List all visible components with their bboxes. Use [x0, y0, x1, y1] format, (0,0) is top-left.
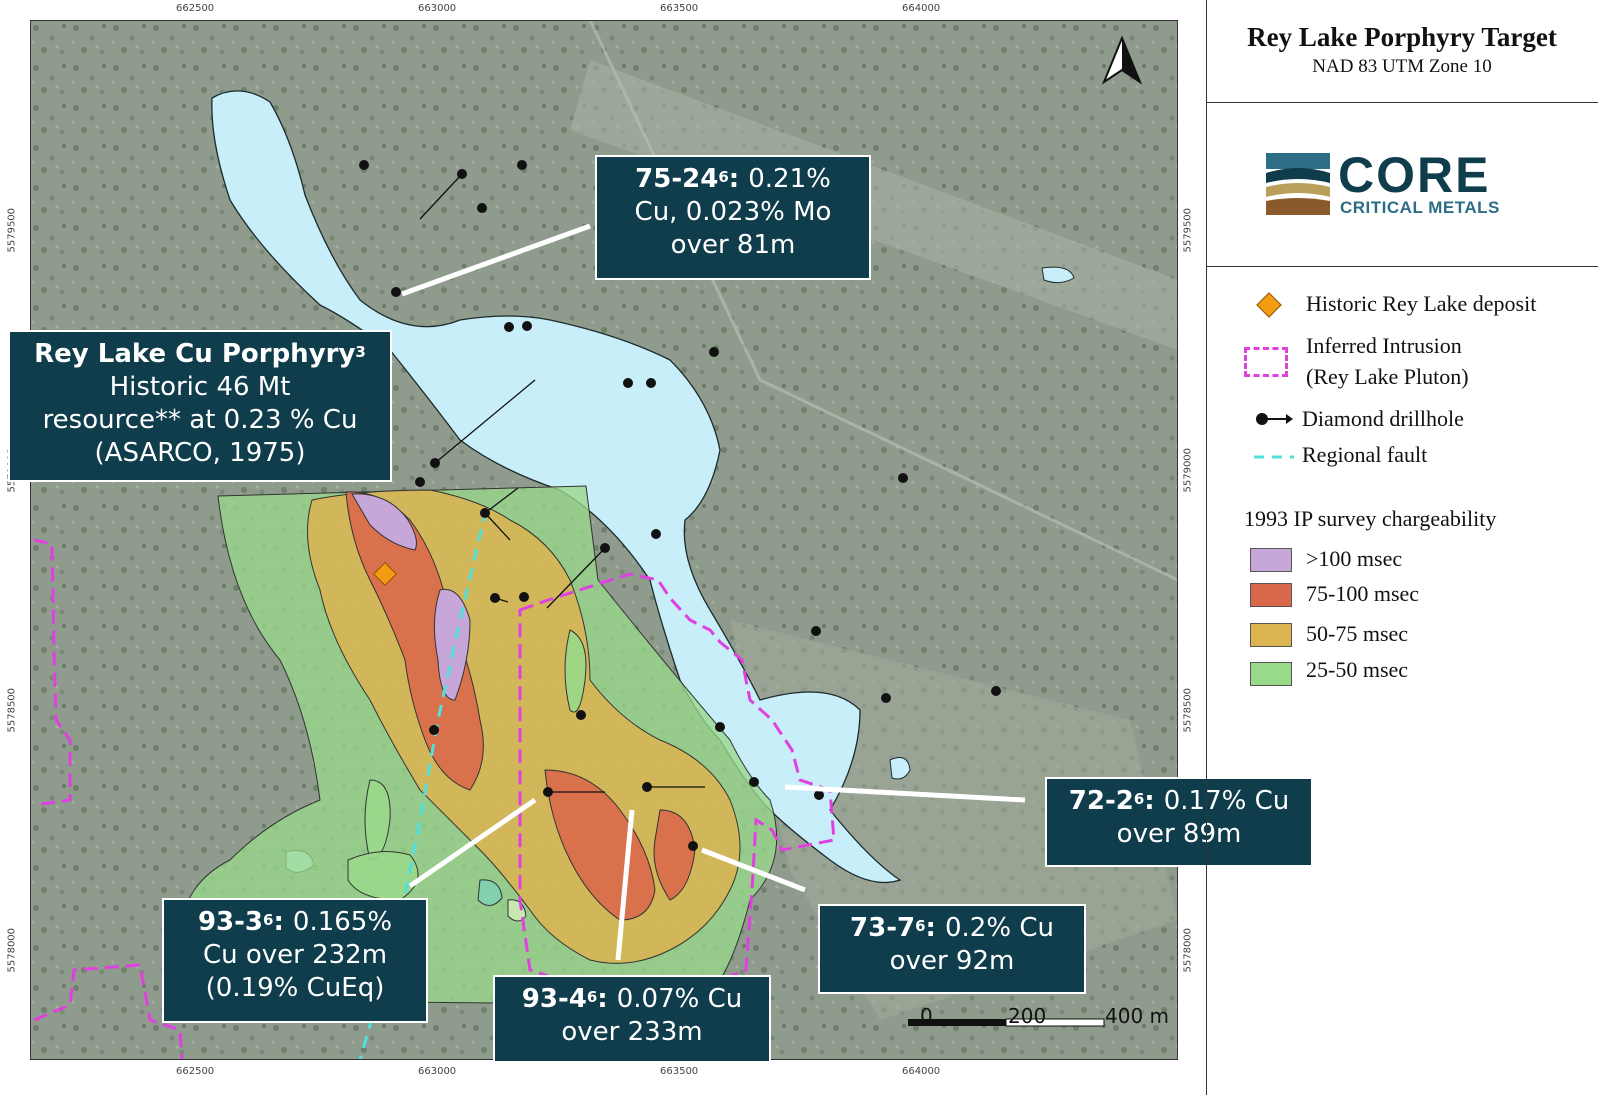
easting-tick: 663000 [418, 3, 457, 14]
callout-leaders [401, 223, 1026, 961]
hole-grade: 0.07% Cu [616, 984, 743, 1014]
northing-tick: 5578500 [1182, 687, 1194, 733]
callout-rey-lake: Rey Lake Cu Porphyry3 Historic 46 Mt res… [8, 330, 392, 482]
hole-sup: 6 [1133, 790, 1145, 808]
callout-sup: 3 [355, 343, 366, 361]
company-logo: CORE CRITICAL METALS [1266, 147, 1566, 220]
inferred-intrusion [518, 572, 836, 992]
easting-tick: 664000 [902, 3, 941, 14]
ip-label: 50-75 msec [1306, 621, 1409, 646]
map-subtitle: NAD 83 UTM Zone 10 [1312, 56, 1492, 77]
small-pond [1041, 266, 1075, 284]
legend-label-fault: Regional fault [1302, 442, 1428, 467]
ip-zone-25-50-inner [564, 629, 587, 713]
callout-line: over 89m [1116, 819, 1242, 849]
callout-title: Rey Lake Cu Porphyry [34, 339, 356, 369]
northing-tick: 5579000 [1182, 447, 1194, 493]
ip-label: >100 msec [1306, 546, 1403, 571]
easting-tick: 663000 [418, 1066, 457, 1077]
legend-panel [1206, 0, 1598, 1095]
callout-line: (ASARCO, 1975) [94, 438, 306, 468]
hole-id: 72-2 [1068, 786, 1134, 816]
callout-line: Cu over 232m [202, 940, 388, 970]
hole-id: 93-3 [197, 907, 264, 937]
ip-legend-heading: 1993 IP survey chargeability [1244, 506, 1497, 531]
easting-tick: 662500 [176, 3, 215, 14]
callout-line: resource** at 0.23 % Cu [42, 405, 358, 435]
hole-colon: : [597, 984, 617, 1014]
easting-tick: 662500 [176, 1066, 215, 1077]
hole-id: 73-7 [850, 913, 916, 943]
legend-divider [1206, 102, 1598, 103]
scale-label: 0 [920, 1004, 933, 1028]
callout-line: Cu, 0.023% Mo [634, 197, 832, 227]
drill-collars [359, 160, 1001, 851]
hole-sup: 6 [915, 917, 926, 935]
logo-name: CORE [1338, 147, 1491, 203]
ip-swatch-75-100 [1250, 583, 1292, 607]
callout-93-4: 93-46: 0.07% Cu over 233m [493, 975, 771, 1063]
hole-id: 75-24 [635, 164, 719, 194]
northing-tick: 5579500 [6, 207, 18, 253]
hole-grade: 0.165% [292, 907, 393, 937]
hole-id: 93-4 [521, 984, 587, 1014]
north-arrow-icon [1101, 35, 1143, 85]
callout-line: over 81m [670, 230, 796, 260]
hole-sup: 6 [263, 911, 274, 929]
easting-tick: 664000 [902, 1066, 941, 1077]
callout-line: Historic 46 Mt [109, 372, 291, 402]
legend-divider [1206, 266, 1598, 267]
easting-tick: 663500 [660, 1066, 699, 1077]
hole-colon: : [728, 164, 749, 194]
ip-zone-25-50-inner [477, 879, 503, 906]
magenta-dashed-box-icon [1244, 347, 1288, 377]
scale-label: 400 m [1105, 1004, 1170, 1028]
ip-zone-gt100 [351, 493, 417, 551]
ip-label: 75-100 msec [1306, 581, 1420, 606]
logo-tagline: CRITICAL METALS [1340, 198, 1500, 217]
callout-line: over 92m [889, 946, 1015, 976]
hole-sup: 6 [586, 988, 598, 1006]
callout-72-2: 72-26: 0.17% Cu over 89m [1045, 777, 1313, 867]
drillhole-arrow-icon [1256, 413, 1293, 425]
callout-73-7: 73-76: 0.2% Cu over 92m [818, 904, 1086, 994]
easting-tick: 663500 [660, 3, 699, 14]
legend-label-intrusion-line1: Inferred Intrusion [1306, 333, 1462, 358]
hole-colon: : [1144, 786, 1164, 816]
logo-mark-icon [1266, 153, 1330, 215]
ip-zone-75-100 [653, 809, 696, 901]
ip-swatch-50-75 [1250, 623, 1292, 647]
historic-deposit-icon [372, 561, 398, 587]
ip-label: 25-50 msec [1306, 657, 1409, 682]
scale-label: 200 [1008, 1004, 1047, 1028]
callout-line: (0.19% CuEq) [205, 973, 385, 1003]
drill-traces [419, 173, 705, 793]
hole-colon: : [273, 907, 293, 937]
legend-label-drillhole: Diamond drillhole [1302, 406, 1464, 431]
hole-colon: : [925, 913, 945, 943]
ip-swatch-25-50 [1250, 662, 1292, 686]
hole-grade: 0.2% Cu [945, 913, 1054, 943]
map-title: Rey Lake Porphyry Target [1247, 22, 1557, 52]
northing-tick: 5578000 [1182, 927, 1194, 973]
callout-75-24: 75-246: 0.21% Cu, 0.023% Mo over 81m [595, 155, 871, 280]
terrain-clearing [570, 60, 1178, 350]
ip-swatch-gt100 [1250, 548, 1292, 572]
hole-sup: 6 [718, 168, 729, 186]
scale-bar [908, 1018, 1105, 1027]
legend-label-intrusion-line2: (Rey Lake Pluton) [1306, 364, 1469, 389]
ip-zone-75-100 [345, 491, 484, 791]
northing-tick: 5579500 [1182, 207, 1194, 253]
hole-grade: 0.17% Cu [1163, 786, 1290, 816]
hole-grade: 0.21% [748, 164, 831, 194]
northing-tick: 5578500 [6, 687, 18, 733]
legend-label-historic-deposit: Historic Rey Lake deposit [1306, 291, 1537, 316]
small-pond [889, 757, 911, 780]
callout-93-3: 93-36: 0.165% Cu over 232m (0.19% CuEq) [162, 898, 428, 1023]
northing-tick: 5578000 [6, 927, 18, 973]
inferred-intrusion [33, 538, 72, 807]
terrain-road [588, 20, 1178, 582]
callout-line: over 233m [561, 1017, 703, 1047]
cyan-dashed-line-icon [1254, 455, 1294, 459]
